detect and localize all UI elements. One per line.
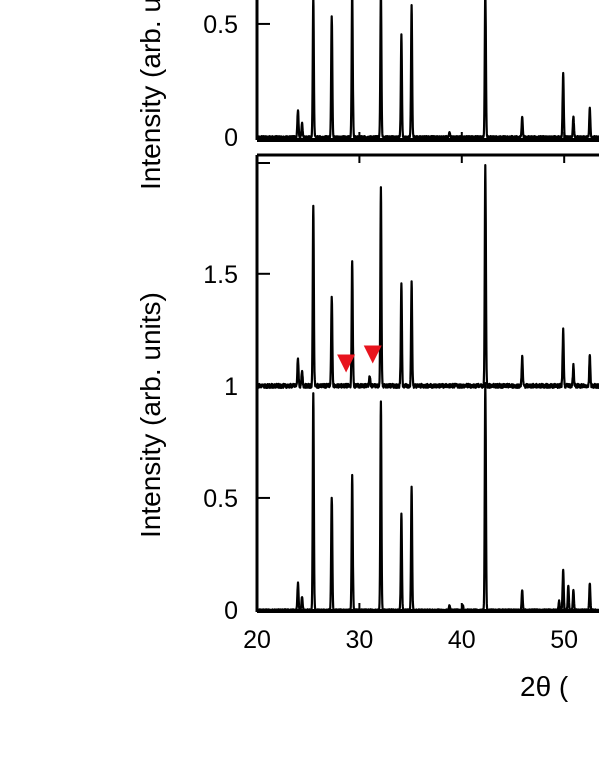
impurity-marker [363, 345, 382, 364]
annotations [337, 345, 382, 373]
plot-frames [255, 0, 599, 613]
y-tick-label: 0 [224, 124, 238, 152]
plot-series [256, 0, 599, 612]
y-axis-title-top: Intensity (arb. units) [135, 0, 166, 190]
y-tick-label: 0 [224, 597, 238, 625]
axis-ticks [256, 22, 566, 611]
y-tick-label: 1.5 [203, 261, 238, 289]
tick-labels: 20 30 40 50 0 0.5 1 1.5 0 0.5 [203, 11, 578, 654]
series-lower-trace [256, 382, 599, 612]
x-axis-title: 2θ ( [520, 671, 569, 702]
y-axis-title-bottom: Intensity (arb. units) [135, 292, 166, 538]
x-tick-label: 40 [448, 626, 476, 654]
y-tick-label: 1 [224, 373, 238, 401]
x-tick-label: 50 [550, 626, 578, 654]
x-tick-label: 20 [243, 626, 271, 654]
y-tick-label: 0.5 [203, 485, 238, 513]
series-upper-trace [256, 164, 599, 389]
series-top-panel [256, 0, 599, 139]
x-tick-label: 30 [345, 626, 373, 654]
impurity-marker [337, 354, 356, 373]
y-tick-label: 0.5 [203, 11, 238, 39]
